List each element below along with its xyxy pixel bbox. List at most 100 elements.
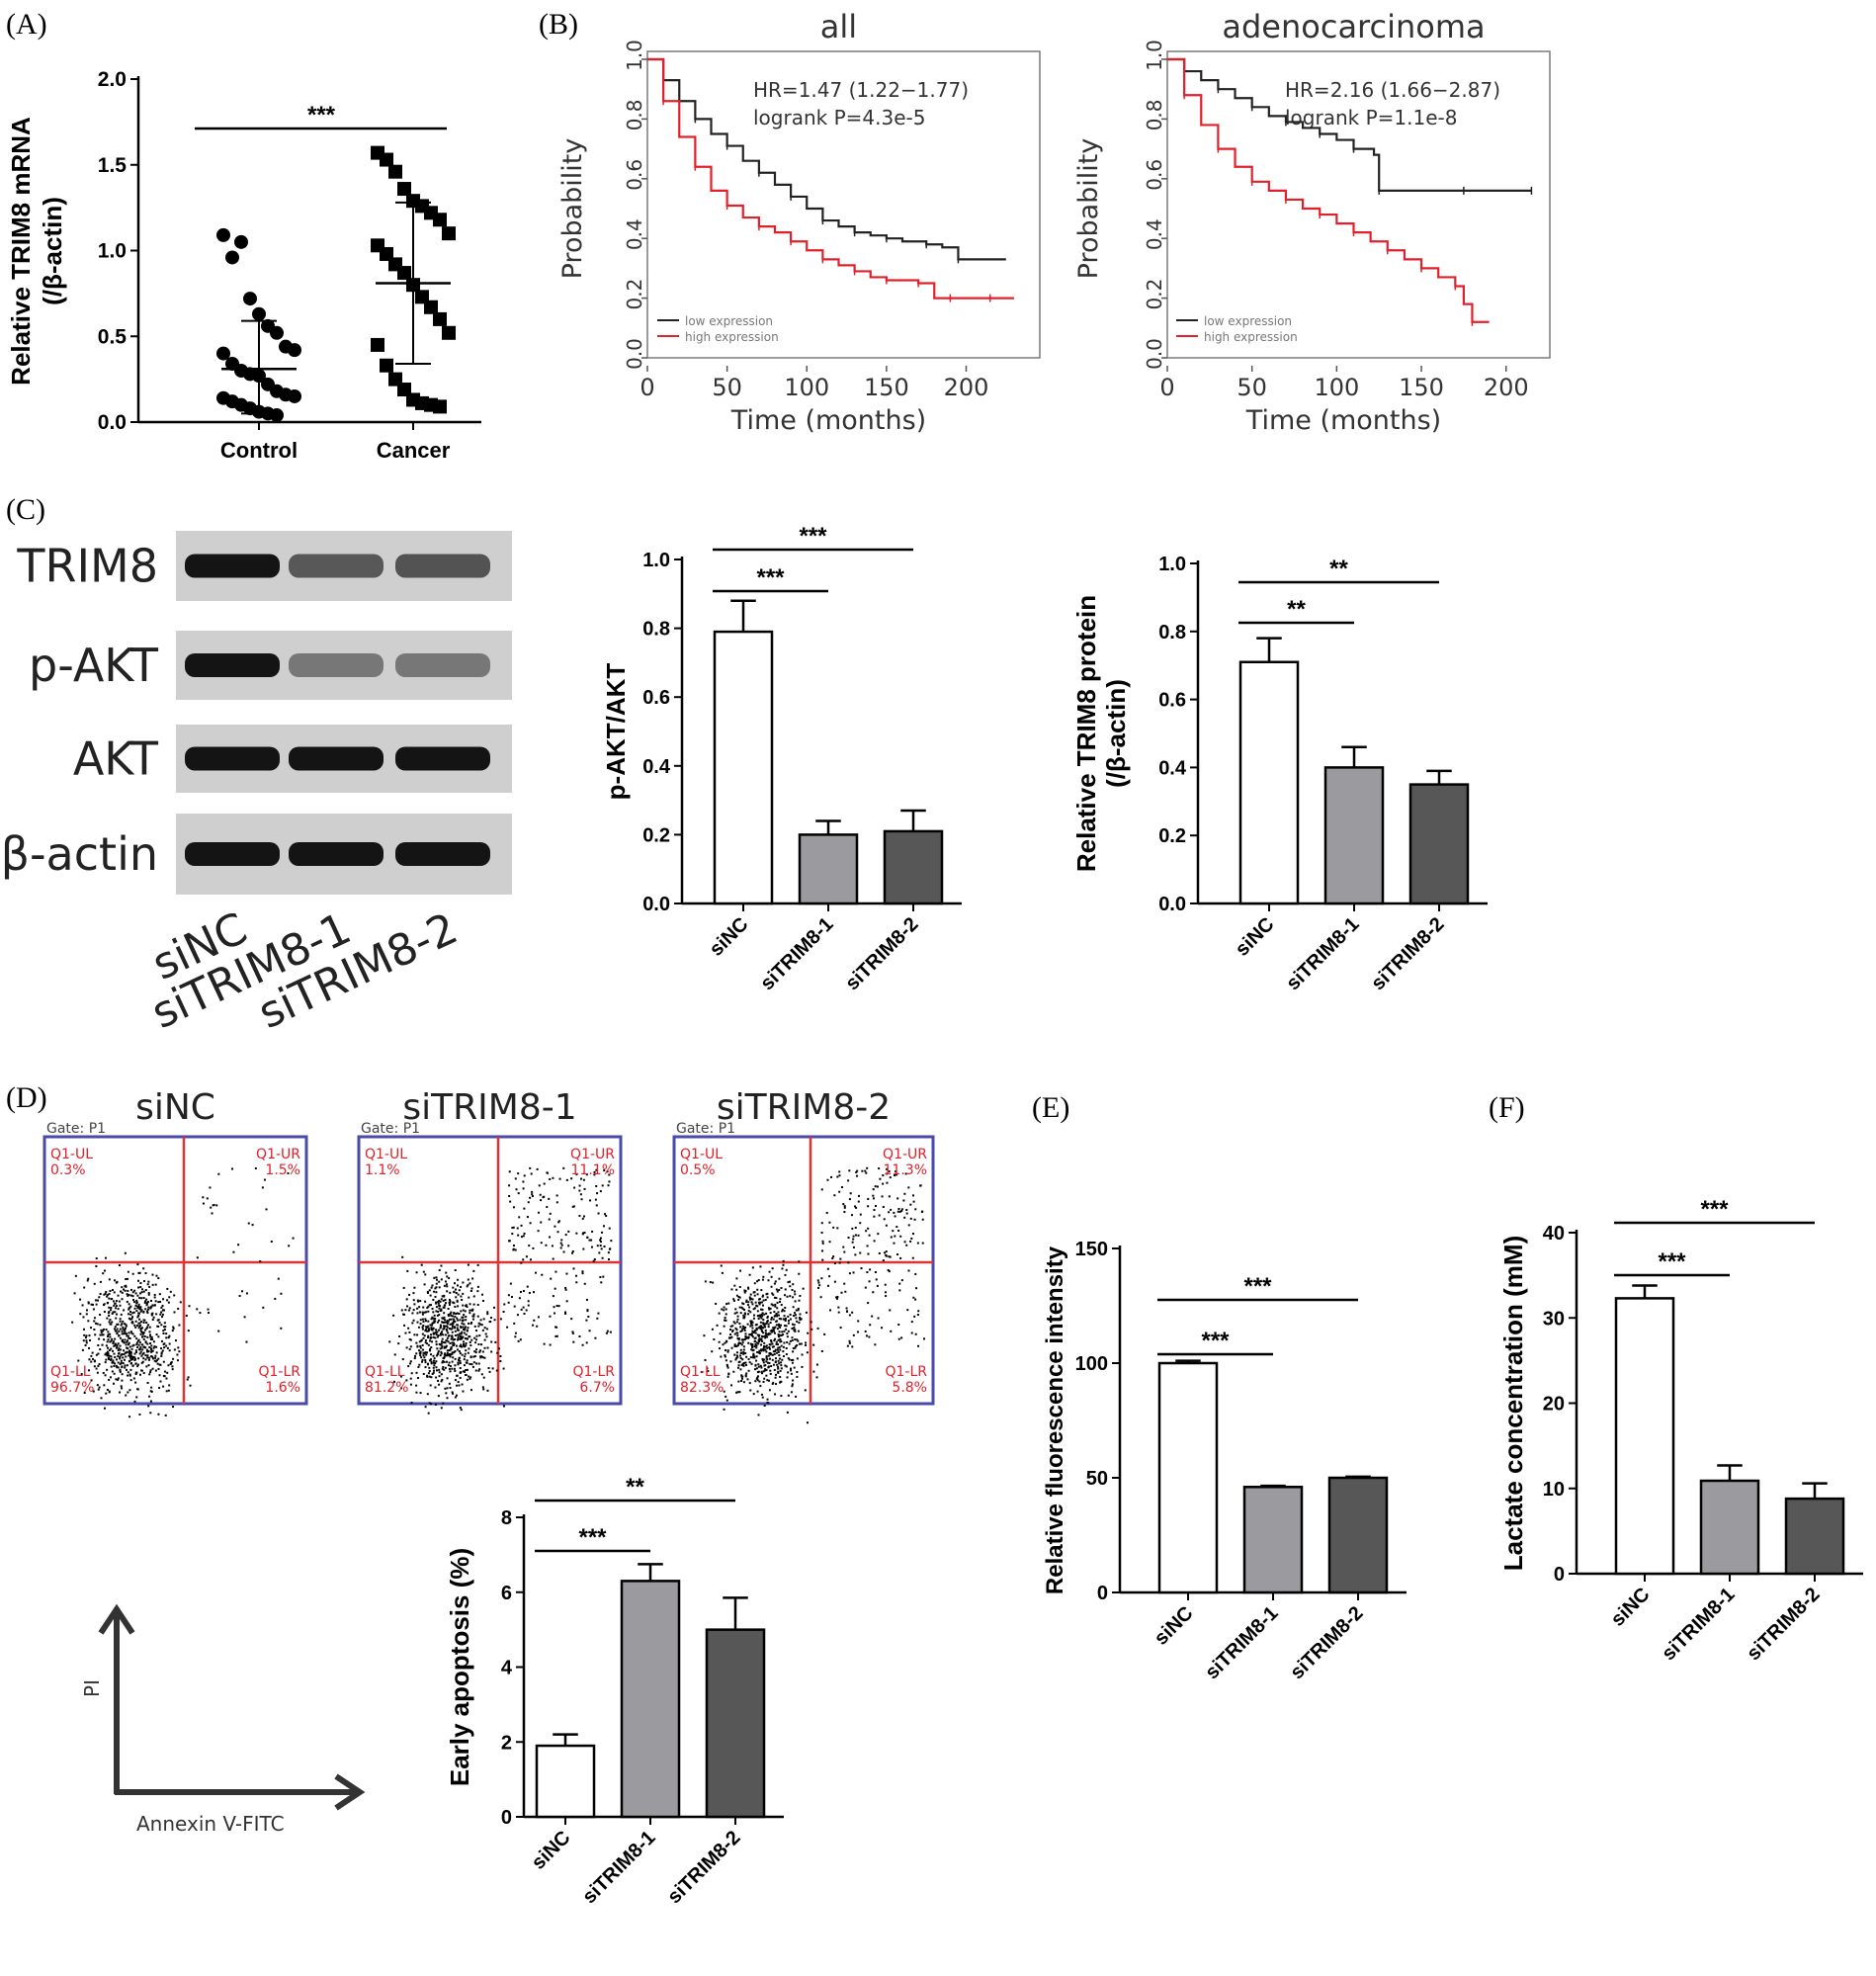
x-tick-label: siTRIM8-2 [1743,1584,1824,1665]
event-dot [463,1332,466,1334]
event-dot [898,1210,901,1213]
event-dot [601,1184,604,1187]
event-dot [430,1376,433,1379]
event-dot [473,1325,476,1328]
event-dot [130,1317,133,1320]
event-dot [852,1235,855,1238]
event-dot [465,1333,468,1336]
event-dot [461,1353,464,1356]
event-dot [761,1326,764,1329]
event-dot [742,1351,745,1354]
event-dot [751,1335,754,1338]
event-dot [432,1371,435,1374]
event-dot [565,1300,568,1303]
event-dot [403,1324,406,1327]
event-dot [447,1320,450,1323]
event-dot [422,1325,425,1328]
event-dot [715,1302,718,1305]
event-dot [453,1320,456,1323]
event-dot [86,1279,89,1282]
event-dot [735,1356,738,1359]
event-dot [531,1193,534,1196]
event-dot [744,1374,747,1377]
event-dot [466,1368,469,1371]
event-dot [780,1304,783,1307]
event-dot [440,1308,443,1311]
event-dot [739,1348,742,1351]
event-dot [779,1298,782,1301]
event-dot [843,1211,846,1214]
event-dot [762,1380,765,1383]
event-dot [575,1274,578,1277]
event-dot [457,1284,460,1287]
x-tick-label: siTRIM8-1 [1658,1584,1739,1665]
event-dot [557,1305,560,1308]
event-dot [441,1317,444,1320]
event-dot [763,1313,766,1316]
event-dot [165,1332,168,1335]
event-dot [502,1367,505,1370]
event-dot [157,1367,160,1370]
event-dot [96,1371,99,1374]
event-dot [148,1356,151,1359]
event-dot [754,1324,757,1327]
event-dot [575,1281,578,1284]
data-point [288,343,301,358]
event-dot [459,1376,462,1379]
event-dot [888,1211,891,1214]
event-dot [520,1308,523,1311]
event-dot [723,1306,725,1309]
event-dot [150,1386,153,1389]
event-dot [755,1327,758,1330]
event-dot [761,1312,764,1315]
event-dot [488,1370,491,1373]
event-dot [759,1316,762,1319]
event-dot [115,1307,118,1310]
event-dot [106,1354,109,1357]
event-dot [161,1309,164,1312]
y-tick-label: 0.6 [623,159,646,191]
event-dot [719,1332,722,1335]
event-dot [857,1320,860,1323]
event-dot [150,1348,153,1351]
event-dot [129,1318,132,1321]
y-tick-label: 8 [501,1507,512,1529]
event-dot [434,1362,437,1365]
event-dot [742,1314,745,1317]
event-dot [789,1318,792,1321]
event-dot [751,1266,754,1269]
event-dot [792,1347,795,1350]
event-dot [791,1361,794,1364]
event-dot [742,1364,745,1367]
event-dot [435,1332,438,1334]
event-dot [430,1336,433,1339]
event-dot [81,1304,84,1307]
event-dot [153,1296,156,1299]
event-dot [526,1285,529,1288]
event-dot [921,1242,924,1245]
event-dot [518,1216,521,1219]
event-dot [760,1313,763,1316]
event-dot [600,1231,603,1234]
event-dot [820,1232,823,1235]
event-dot [760,1317,763,1320]
event-dot [147,1293,150,1296]
event-dot [251,1224,254,1227]
x-tick-label: 0 [1159,374,1174,401]
event-dot [575,1173,578,1176]
event-dot [742,1303,745,1306]
legend-label: low expression [1204,314,1292,328]
event-dot [836,1175,839,1178]
event-dot [123,1341,126,1344]
event-dot [745,1301,748,1304]
event-dot [123,1288,126,1291]
event-dot [764,1299,767,1302]
event-dot [578,1189,581,1192]
event-dot [453,1343,456,1346]
event-dot [125,1325,128,1328]
event-dot [166,1371,169,1374]
event-dot [753,1356,756,1359]
event-dot [866,1271,869,1274]
x-tick-label: siTRIM8-1 [1201,1602,1282,1683]
chart-title: all [820,8,857,45]
